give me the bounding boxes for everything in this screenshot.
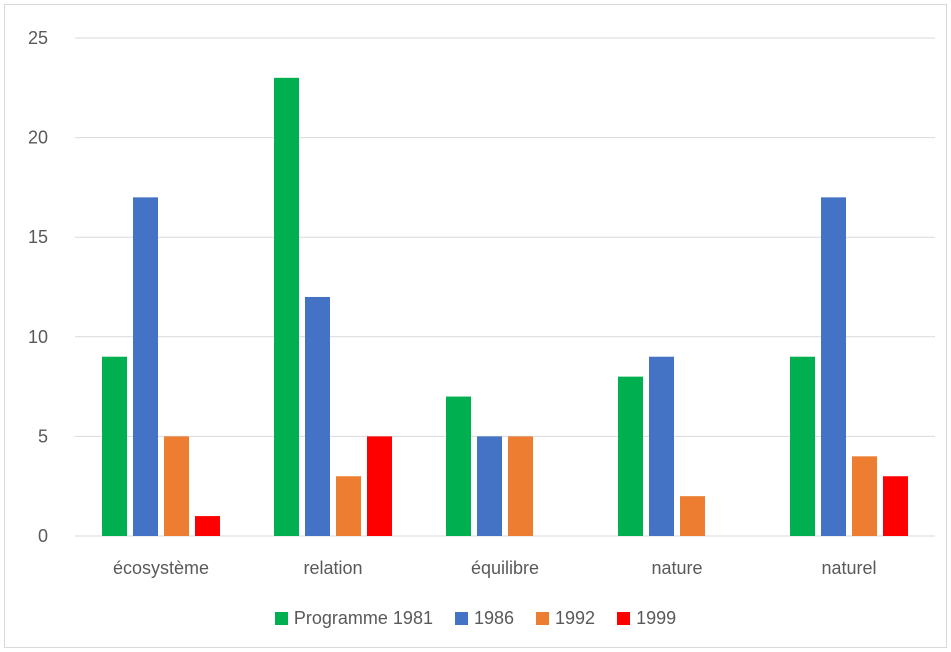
bar — [883, 476, 908, 536]
y-axis-ticks: 0 5 10 15 20 25 — [28, 28, 48, 546]
x-tick-label: nature — [651, 558, 702, 578]
legend-swatch — [454, 611, 468, 625]
y-tick-label: 0 — [38, 526, 48, 546]
bar — [133, 197, 158, 537]
bar — [274, 77, 299, 536]
x-tick-label: naturel — [821, 558, 876, 578]
bars — [102, 77, 908, 537]
bar — [649, 356, 674, 536]
x-tick-label: relation — [303, 558, 362, 578]
legend-label: 1986 — [473, 607, 515, 628]
bar — [821, 197, 846, 537]
bar — [508, 436, 533, 536]
bar — [852, 456, 877, 536]
x-tick-label: écosystème — [113, 558, 209, 578]
legend-item: 1999 — [617, 608, 676, 629]
bar — [195, 516, 220, 536]
legend-swatch — [274, 611, 288, 625]
bar — [305, 296, 330, 536]
bar — [336, 476, 361, 536]
legend-item: 1992 — [536, 608, 595, 629]
bar — [790, 356, 815, 536]
legend-label: Programme 1981 — [293, 607, 433, 628]
bar — [102, 356, 127, 536]
bar — [618, 376, 643, 536]
bar — [367, 436, 392, 536]
legend: Programme 1981 1986 1992 1999 — [0, 606, 951, 630]
bar — [164, 436, 189, 536]
y-tick-label: 10 — [28, 327, 48, 347]
bar — [477, 436, 502, 536]
legend-swatch — [536, 611, 550, 625]
x-axis-ticks: écosystème relation équilibre nature naturel — [113, 558, 877, 578]
y-tick-label: 25 — [28, 28, 48, 48]
bar — [680, 496, 705, 536]
bar-chart: 0 5 10 15 20 25 écosystème relation équilibre na… — [28, 28, 935, 578]
y-tick-label: 20 — [28, 128, 48, 148]
legend-label: 1999 — [636, 607, 677, 628]
legend-item: Programme 1981 — [274, 607, 433, 629]
y-tick-label: 5 — [38, 426, 48, 446]
y-tick-label: 15 — [28, 227, 48, 247]
chart-frame — [4, 4, 947, 648]
bar — [446, 396, 471, 536]
legend-swatch — [617, 611, 631, 625]
legend-label: 1992 — [555, 607, 596, 628]
legend-item: 1986 — [454, 607, 515, 629]
x-tick-label: équilibre — [471, 558, 539, 578]
